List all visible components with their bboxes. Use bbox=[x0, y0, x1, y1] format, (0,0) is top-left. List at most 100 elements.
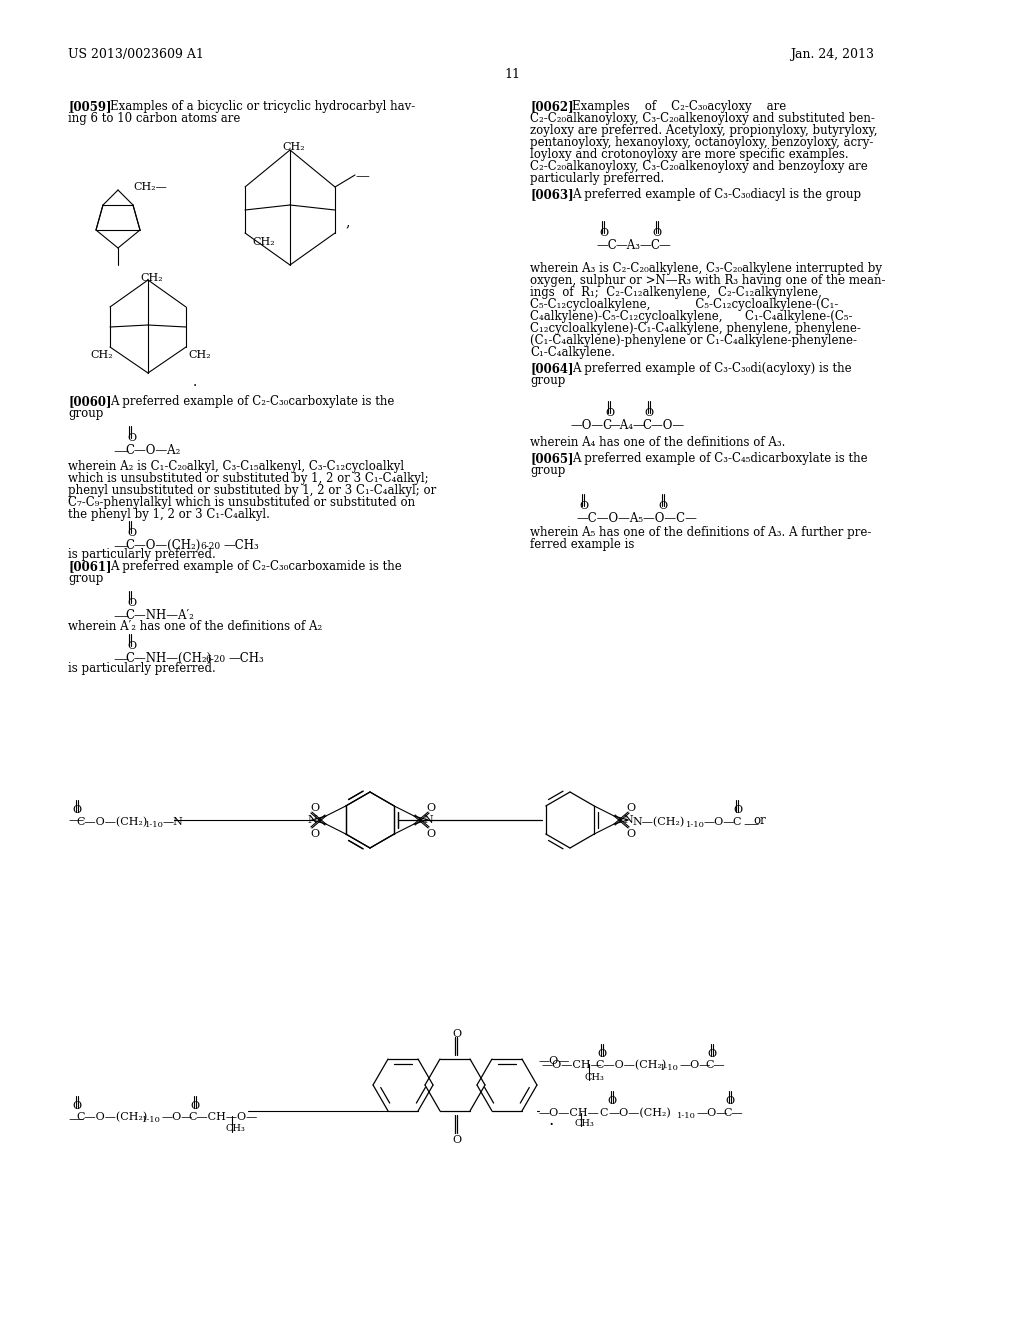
Text: O: O bbox=[190, 1101, 199, 1111]
Text: group: group bbox=[530, 374, 565, 387]
Text: C₂-C₂₀alkanoyloxy, C₃-C₂₀alkenoyloxy and benzoyloxy are: C₂-C₂₀alkanoyloxy, C₃-C₂₀alkenoyloxy and… bbox=[530, 160, 867, 173]
Text: C—CH—O—: C—CH—O— bbox=[188, 1111, 257, 1122]
Text: O: O bbox=[733, 805, 742, 814]
Text: —O—: —O— bbox=[705, 817, 735, 828]
Text: N—(CH₂): N—(CH₂) bbox=[632, 817, 684, 828]
Text: —O—(CH₂): —O—(CH₂) bbox=[609, 1107, 672, 1118]
Text: —O—: —O— bbox=[162, 1111, 194, 1122]
Text: C₂-C₂₀alkanoyloxy, C₃-C₂₀alkenoyloxy and substituted ben-: C₂-C₂₀alkanoyloxy, C₃-C₂₀alkenoyloxy and… bbox=[530, 112, 874, 125]
Text: Examples of a bicyclic or tricyclic hydrocarbyl hav-: Examples of a bicyclic or tricyclic hydr… bbox=[110, 100, 416, 114]
Text: O: O bbox=[426, 803, 435, 813]
Text: wherein A₃ is C₂-C₂₀alkylene, C₃-C₂₀alkylene interrupted by: wherein A₃ is C₂-C₂₀alkylene, C₃-C₂₀alky… bbox=[530, 261, 882, 275]
Text: or: or bbox=[753, 814, 766, 828]
Text: C₄alkylene)-C₅-C₁₂cycloalkylene,      C₁-C₄alkylene-(C₅-: C₄alkylene)-C₅-C₁₂cycloalkylene, C₁-C₄al… bbox=[530, 310, 853, 323]
Text: pentanoyloxy, hexanoyloxy, octanoyloxy, benzoyloxy, acry-: pentanoyloxy, hexanoyloxy, octanoyloxy, … bbox=[530, 136, 873, 149]
Text: —O—CH—: —O—CH— bbox=[542, 1060, 603, 1071]
Text: —: — bbox=[113, 652, 128, 667]
Text: O: O bbox=[644, 408, 653, 418]
Text: C—O—A₂: C—O—A₂ bbox=[125, 444, 180, 457]
Text: C—O—: C—O— bbox=[642, 418, 684, 432]
Text: C: C bbox=[732, 817, 740, 828]
Text: ings  of  R₁;  C₂-C₁₂alkenylene,  C₂-C₁₂alkynylene,: ings of R₁; C₂-C₁₂alkenylene, C₂-C₁₂alky… bbox=[530, 286, 822, 300]
Text: O: O bbox=[707, 1049, 716, 1059]
Text: [0063]: [0063] bbox=[530, 187, 573, 201]
Text: C: C bbox=[599, 1107, 607, 1118]
Text: wherein A₂ is C₁-C₂₀alkyl, C₃-C₁₅alkenyl, C₃-C₁₂cycloalkyl: wherein A₂ is C₁-C₂₀alkyl, C₃-C₁₅alkenyl… bbox=[68, 459, 404, 473]
Text: —O—: —O— bbox=[539, 1056, 570, 1067]
Text: wherein A₅ has one of the definitions of A₃. A further pre-: wherein A₅ has one of the definitions of… bbox=[530, 525, 871, 539]
Text: .: . bbox=[548, 1111, 553, 1129]
Text: —A₄—: —A₄— bbox=[608, 418, 645, 432]
Text: C—O—(CH₂): C—O—(CH₂) bbox=[76, 1111, 147, 1122]
Text: O: O bbox=[127, 642, 136, 651]
Text: —A₃—: —A₃— bbox=[615, 239, 651, 252]
Text: C₅-C₁₂cycloalkylene,            C₅-C₁₂cycloalkylene-(C₁-: C₅-C₁₂cycloalkylene, C₅-C₁₂cycloalkylene… bbox=[530, 298, 839, 312]
Text: group: group bbox=[530, 465, 565, 477]
Text: O: O bbox=[658, 502, 667, 511]
Text: O: O bbox=[725, 1096, 734, 1106]
Text: O: O bbox=[626, 829, 635, 840]
Text: oxygen, sulphur or >N—R₃ with R₃ having one of the mean-: oxygen, sulphur or >N—R₃ with R₃ having … bbox=[530, 275, 886, 286]
Text: —C—O—A₅—O—C—: —C—O—A₅—O—C— bbox=[575, 512, 697, 525]
Text: CH₂: CH₂ bbox=[252, 238, 274, 247]
Text: group: group bbox=[68, 407, 103, 420]
Text: —: — bbox=[68, 813, 83, 828]
Text: —: — bbox=[113, 609, 128, 623]
Text: O: O bbox=[127, 528, 136, 539]
Text: 1-10: 1-10 bbox=[142, 1115, 161, 1125]
Text: N: N bbox=[307, 814, 316, 825]
Text: .: . bbox=[193, 375, 198, 389]
Text: N: N bbox=[623, 814, 633, 825]
Text: —: — bbox=[743, 817, 758, 832]
Text: O: O bbox=[599, 228, 608, 238]
Text: 1-10: 1-10 bbox=[145, 821, 164, 829]
Text: [0061]: [0061] bbox=[68, 560, 112, 573]
Text: ferred example is: ferred example is bbox=[530, 539, 635, 550]
Text: group: group bbox=[68, 572, 103, 585]
Text: O: O bbox=[310, 829, 319, 840]
Text: O: O bbox=[597, 1049, 606, 1059]
Text: CH₃: CH₃ bbox=[574, 1119, 595, 1129]
Text: particularly preferred.: particularly preferred. bbox=[530, 172, 665, 185]
Text: C—O—(CH₂): C—O—(CH₂) bbox=[595, 1060, 667, 1071]
Text: O: O bbox=[605, 408, 614, 418]
Text: —C: —C bbox=[596, 239, 616, 252]
Text: O: O bbox=[426, 829, 435, 840]
Text: O: O bbox=[579, 502, 588, 511]
Text: [0059]: [0059] bbox=[68, 100, 112, 114]
Text: —: — bbox=[113, 539, 128, 553]
Text: C—NH—(CH₂): C—NH—(CH₂) bbox=[125, 652, 211, 665]
Text: —: — bbox=[68, 1111, 83, 1126]
Text: O: O bbox=[607, 1096, 616, 1106]
Text: O: O bbox=[72, 805, 81, 814]
Text: zoyloxy are preferred. Acetyloxy, propionyloxy, butyryloxy,: zoyloxy are preferred. Acetyloxy, propio… bbox=[530, 124, 878, 137]
Text: 6-20: 6-20 bbox=[200, 543, 220, 550]
Text: 11: 11 bbox=[504, 69, 520, 81]
Text: N: N bbox=[423, 814, 433, 825]
Text: CH₃: CH₃ bbox=[226, 1125, 246, 1133]
Text: (C₁-C₄alkylene)-phenylene or C₁-C₄alkylene-phenylene-: (C₁-C₄alkylene)-phenylene or C₁-C₄alkyle… bbox=[530, 334, 857, 347]
Text: —O—CH—: —O—CH— bbox=[539, 1107, 600, 1118]
Text: CH₂: CH₂ bbox=[188, 350, 211, 360]
Text: [0062]: [0062] bbox=[530, 100, 573, 114]
Text: CH₂: CH₂ bbox=[90, 350, 113, 360]
Text: —N: —N bbox=[163, 817, 184, 828]
Text: 1-10: 1-10 bbox=[659, 1064, 679, 1072]
Text: O: O bbox=[452, 1030, 461, 1039]
Text: ,: , bbox=[345, 215, 349, 228]
Text: C—: C— bbox=[650, 239, 671, 252]
Text: phenyl unsubstituted or substituted by 1, 2 or 3 C₁-C₄alkyl; or: phenyl unsubstituted or substituted by 1… bbox=[68, 484, 436, 498]
Text: A preferred example of C₂-C₃₀carboxamide is the: A preferred example of C₂-C₃₀carboxamide… bbox=[110, 560, 401, 573]
Text: Jan. 24, 2013: Jan. 24, 2013 bbox=[790, 48, 874, 61]
Text: US 2013/0023609 A1: US 2013/0023609 A1 bbox=[68, 48, 204, 61]
Text: C₇-C₉-phenylalkyl which is unsubstituted or substituted on: C₇-C₉-phenylalkyl which is unsubstituted… bbox=[68, 496, 415, 510]
Text: [0064]: [0064] bbox=[530, 362, 573, 375]
Text: 1-10: 1-10 bbox=[677, 1111, 696, 1119]
Text: —CH₃: —CH₃ bbox=[228, 652, 264, 665]
Text: O: O bbox=[127, 598, 136, 609]
Text: 1-10: 1-10 bbox=[686, 821, 705, 829]
Text: C—: C— bbox=[705, 1060, 725, 1071]
Text: Examples    of    C₂-C₃₀acyloxy    are: Examples of C₂-C₃₀acyloxy are bbox=[572, 100, 786, 114]
Text: C₁₂cycloalkylene)-C₁-C₄alkylene, phenylene, phenylene-: C₁₂cycloalkylene)-C₁-C₄alkylene, phenyle… bbox=[530, 322, 861, 335]
Text: wherein A₄ has one of the definitions of A₃.: wherein A₄ has one of the definitions of… bbox=[530, 436, 785, 449]
